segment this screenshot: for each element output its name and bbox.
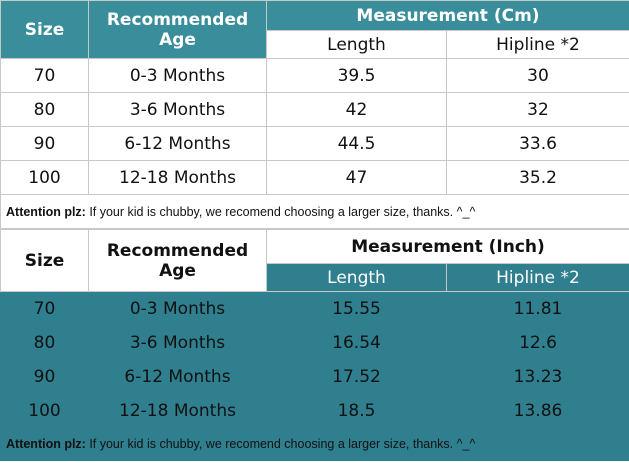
header-recommended-age: Recommended Age (88, 0, 267, 59)
cell-hipline: 35.2 (446, 160, 629, 195)
cell-age: 3-6 Months (88, 92, 267, 127)
header-size: Size (0, 229, 89, 292)
header-length: Length (266, 263, 447, 292)
attention-note-cell: Attention plz: If your kid is chubby, we… (0, 194, 629, 229)
cell-age: 0-3 Months (88, 58, 267, 93)
table-row: 100 12-18 Months 18.5 13.86 (0, 393, 629, 428)
header-hipline: Hipline *2 (446, 30, 629, 59)
cell-size: 100 (0, 160, 89, 195)
table-row: 80 3-6 Months 16.54 12.6 (0, 325, 629, 360)
cell-hipline: 32 (446, 92, 629, 127)
table-row: 90 6-12 Months 17.52 13.23 (0, 359, 629, 394)
cell-hipline: 12.6 (446, 325, 629, 360)
size-chart-cm: Size Recommended Age Measurement (Cm) Le… (0, 0, 629, 229)
cell-length: 17.52 (266, 359, 447, 394)
cell-hipline: 13.86 (446, 393, 629, 428)
cell-length: 16.54 (266, 325, 447, 360)
cell-age: 0-3 Months (88, 291, 267, 326)
attention-note: Attention plz: If your kid is chubby, we… (0, 427, 629, 461)
cell-hipline: 33.6 (446, 126, 629, 161)
attention-note: Attention plz: If your kid is chubby, we… (0, 194, 629, 229)
cell-hipline: 11.81 (446, 291, 629, 326)
header-length: Length (266, 30, 447, 59)
cell-hipline: 13.23 (446, 359, 629, 394)
cell-length: 47 (266, 160, 447, 195)
attention-note-cell: Attention plz: If your kid is chubby, we… (0, 427, 629, 461)
cell-size: 80 (0, 92, 89, 127)
cell-hipline: 30 (446, 58, 629, 93)
cell-size: 90 (0, 126, 89, 161)
cell-length: 15.55 (266, 291, 447, 326)
cell-size: 100 (0, 393, 89, 428)
cell-age: 12-18 Months (88, 393, 267, 428)
table-row: 100 12-18 Months 47 35.2 (0, 160, 629, 195)
cell-length: 39.5 (266, 58, 447, 93)
cell-age: 6-12 Months (88, 359, 267, 394)
table-row: 80 3-6 Months 42 32 (0, 92, 629, 127)
size-chart-inch: Size Recommended Age Measurement (Inch) … (0, 229, 629, 461)
cell-length: 18.5 (266, 393, 447, 428)
cell-length: 42 (266, 92, 447, 127)
cell-size: 70 (0, 58, 89, 93)
cell-size: 90 (0, 359, 89, 394)
header-hipline: Hipline *2 (446, 263, 629, 292)
cell-length: 44.5 (266, 126, 447, 161)
attention-text: If your kid is chubby, we recomend choos… (85, 437, 476, 451)
table-row: 70 0-3 Months 39.5 30 (0, 58, 629, 93)
header-size: Size (0, 0, 89, 59)
cell-age: 6-12 Months (88, 126, 267, 161)
cell-age: 3-6 Months (88, 325, 267, 360)
table-row: 90 6-12 Months 44.5 33.6 (0, 126, 629, 161)
header-recommended-age: Recommended Age (88, 229, 267, 292)
attention-label: Attention plz: (6, 204, 86, 219)
cell-size: 70 (0, 291, 89, 326)
table-row: 70 0-3 Months 15.55 11.81 (0, 291, 629, 326)
attention-label: Attention plz: (6, 437, 86, 451)
header-measurement: Measurement (Inch) (266, 229, 629, 264)
header-measurement: Measurement (Cm) (266, 0, 629, 31)
attention-text: If your kid is chubby, we recomend choos… (85, 204, 476, 219)
cell-size: 80 (0, 325, 89, 360)
cell-age: 12-18 Months (88, 160, 267, 195)
